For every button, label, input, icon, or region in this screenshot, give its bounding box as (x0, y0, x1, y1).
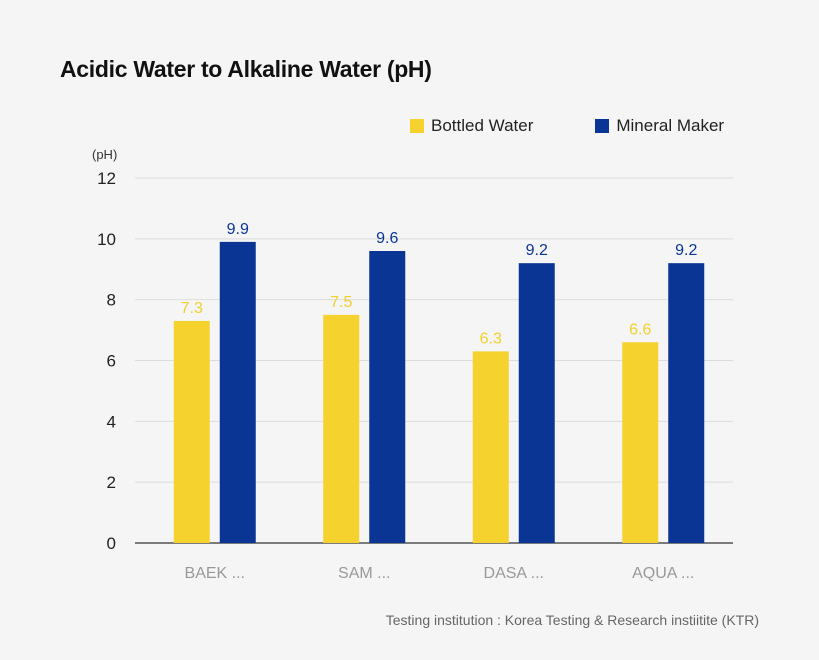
data-label: 9.6 (376, 230, 398, 247)
data-label: 9.9 (227, 221, 249, 238)
legend-label-mineral-maker: Mineral Maker (616, 116, 725, 135)
y-tick-label: 6 (107, 352, 116, 371)
y-tick-label: 8 (107, 291, 116, 310)
bar-bottled-water (323, 314, 360, 543)
legend-item-mineral-maker: Mineral Maker (595, 116, 724, 136)
legend-item-bottled-water: Bottled Water (410, 116, 533, 136)
data-label: 7.3 (181, 300, 203, 317)
data-label: 6.3 (480, 330, 502, 347)
bar-mineral-maker (668, 263, 705, 543)
bar-bottled-water (173, 320, 210, 543)
x-tick-label: BAEK ... (185, 565, 245, 582)
bar-bottled-water (472, 351, 509, 543)
bar-mineral-maker (369, 251, 406, 543)
legend-swatch-bottled-water (410, 119, 424, 133)
y-tick-label: 4 (107, 412, 116, 431)
bar-mineral-maker (219, 241, 256, 543)
source-footnote: Testing institution : Korea Testing & Re… (385, 612, 759, 628)
data-label: 7.5 (330, 294, 352, 311)
data-label: 9.2 (675, 242, 697, 259)
y-tick-label: 12 (97, 169, 116, 188)
legend: Bottled Water Mineral Maker (410, 116, 724, 136)
legend-swatch-mineral-maker (595, 119, 610, 133)
chart-title: Acidic Water to Alkaline Water (pH) (60, 56, 432, 82)
x-tick-label: DASA ... (484, 565, 544, 582)
bar-bottled-water (622, 342, 659, 543)
y-tick-label: 2 (107, 473, 116, 492)
y-axis-unit-label: (pH) (92, 147, 118, 162)
bar-mineral-maker (518, 263, 555, 543)
y-tick-label: 0 (107, 534, 116, 553)
y-tick-label: 10 (97, 230, 116, 249)
x-tick-label: AQUA ... (632, 565, 694, 582)
data-label: 6.6 (629, 321, 651, 338)
data-label: 9.2 (526, 242, 548, 259)
legend-label-bottled-water: Bottled Water (431, 116, 534, 135)
x-tick-label: SAM ... (338, 565, 390, 582)
